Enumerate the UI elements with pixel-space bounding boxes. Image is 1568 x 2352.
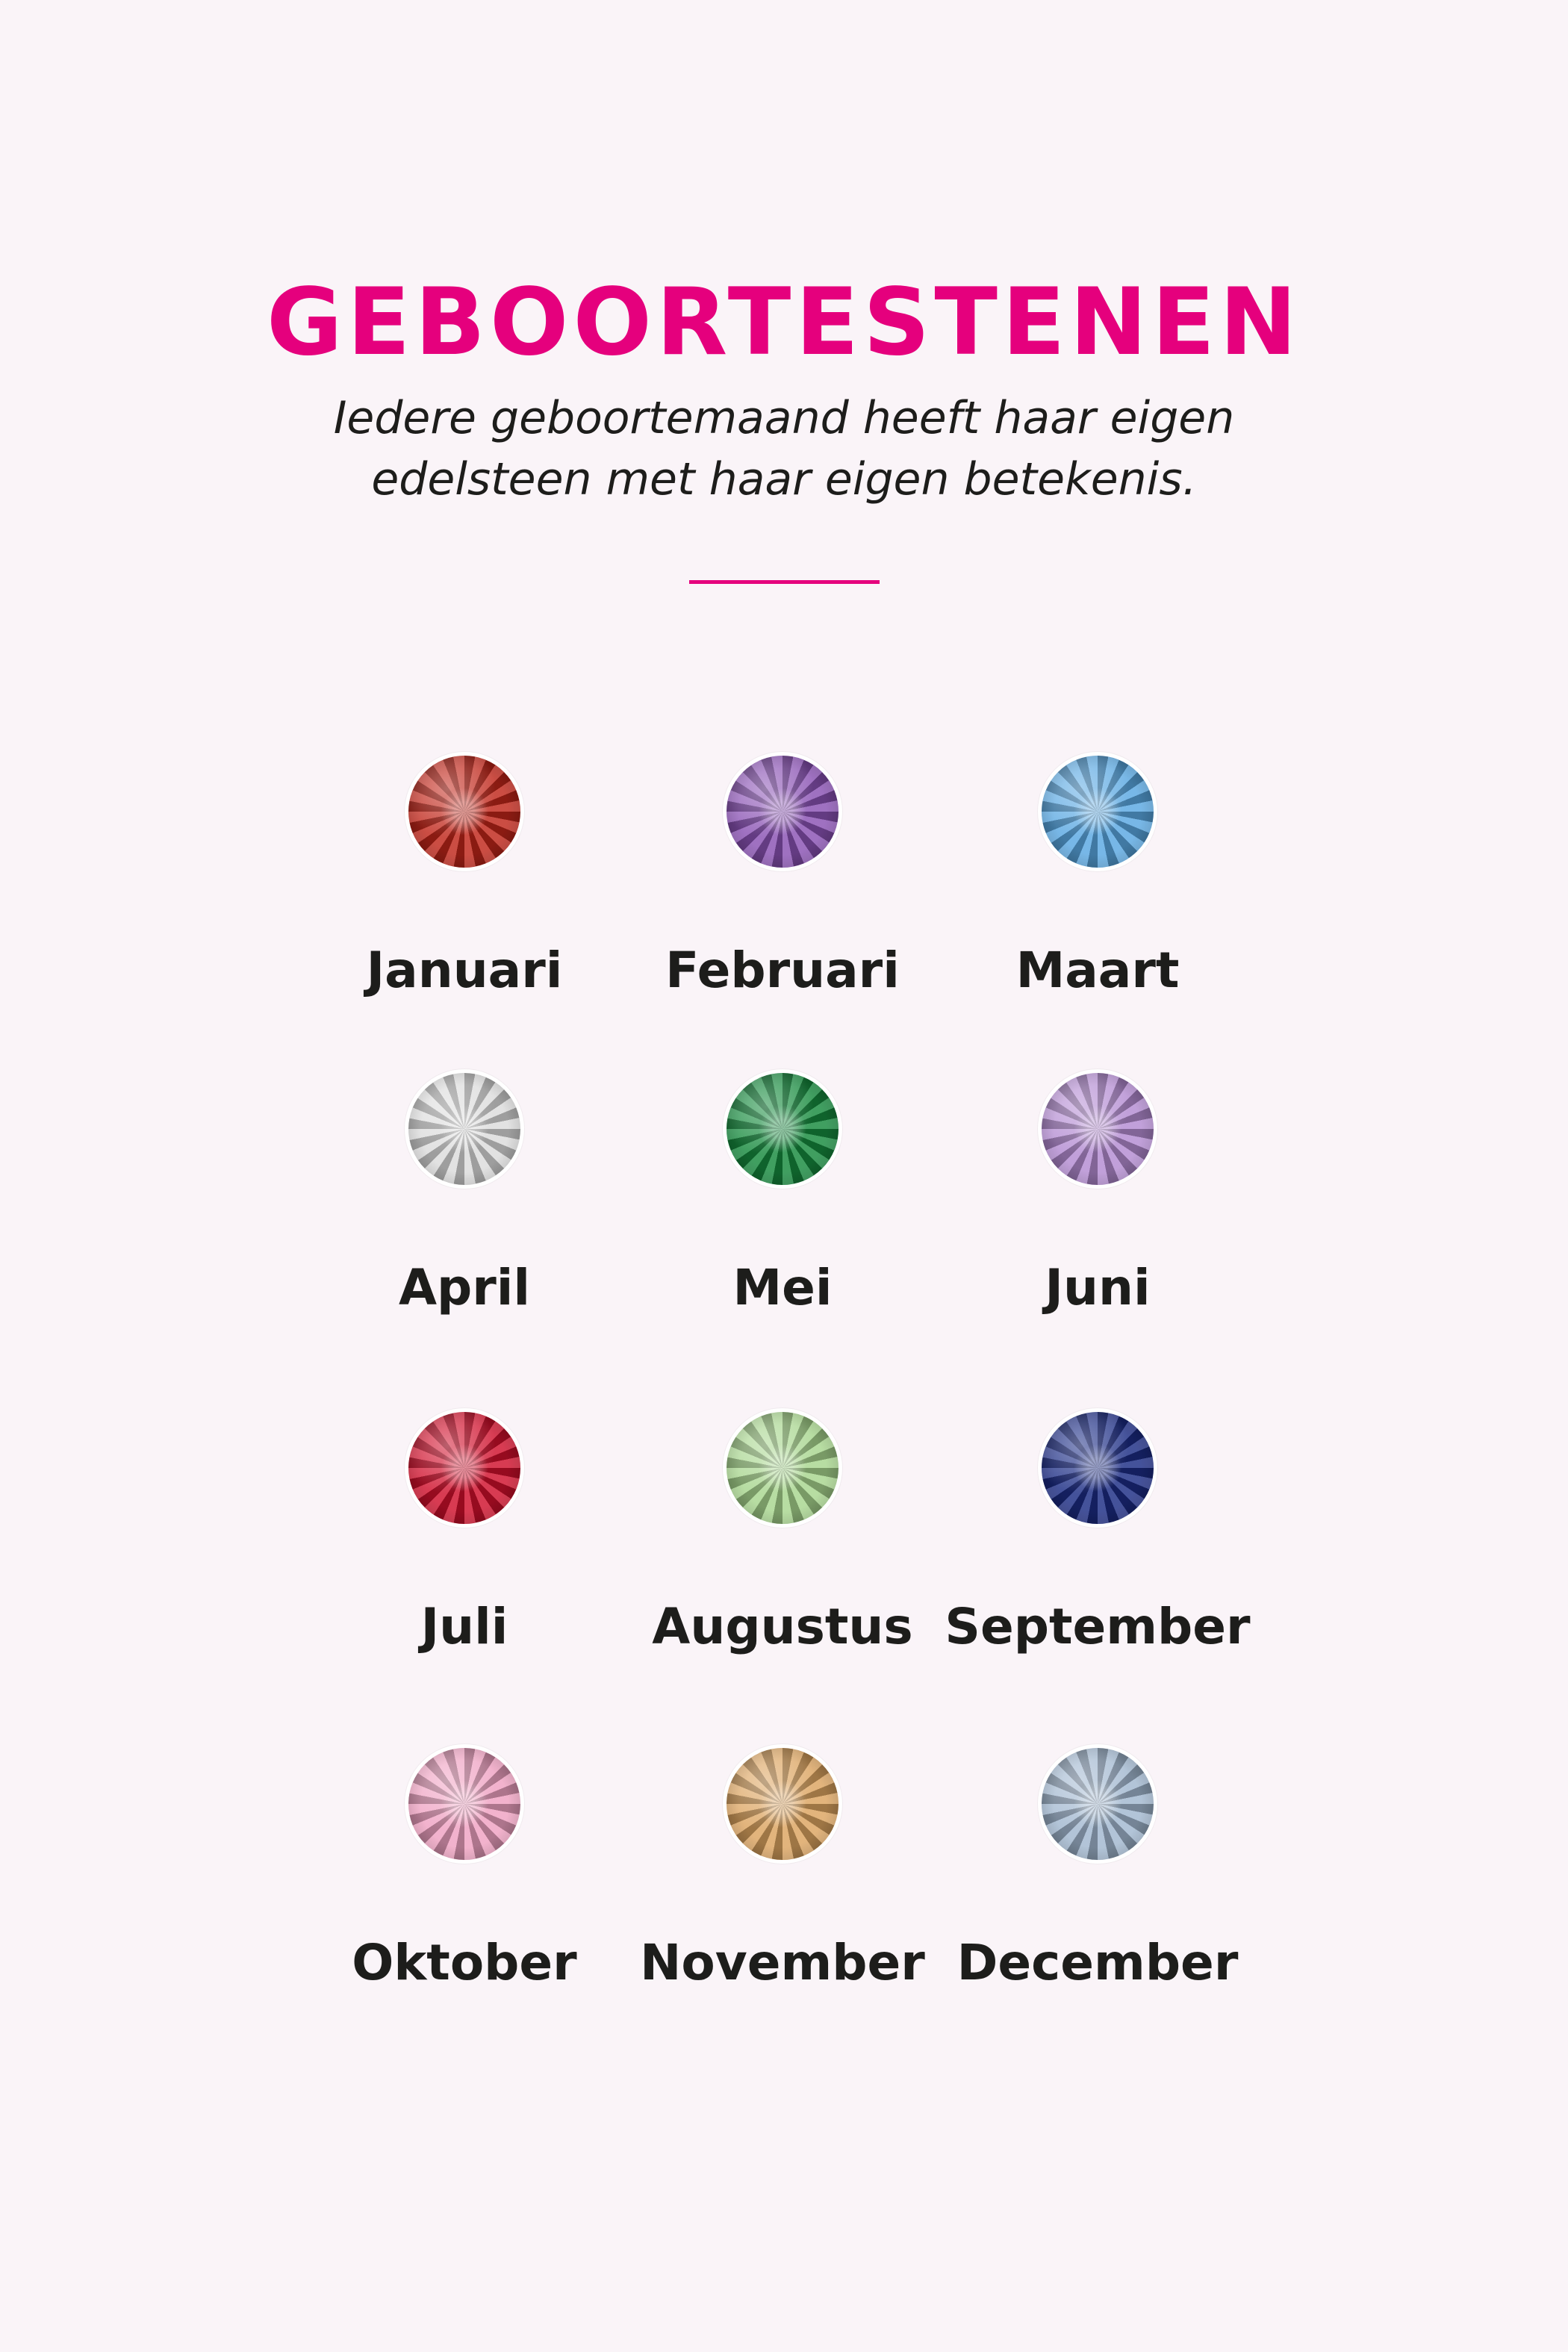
gemstone-icon xyxy=(405,1069,524,1189)
month-label: Juli xyxy=(420,1598,508,1655)
gemstone-icon xyxy=(723,1069,842,1189)
page-title: GEBOORTESTENEN xyxy=(267,269,1301,376)
birthstone-item: Juni xyxy=(941,1069,1254,1313)
month-label: Mei xyxy=(732,1259,833,1316)
month-label: Juni xyxy=(1045,1259,1151,1316)
birthstone-item: September xyxy=(941,1408,1254,1652)
birthstone-item: Januari xyxy=(308,752,621,995)
month-label: Januari xyxy=(366,942,563,999)
subtitle-line-2: edelsteen met haar eigen betekenis. xyxy=(371,453,1197,505)
month-label: November xyxy=(640,1934,925,1991)
birthstone-item: November xyxy=(626,1744,939,1988)
month-label: Maart xyxy=(1015,942,1180,999)
birthstone-item: Oktober xyxy=(308,1744,621,1988)
month-label: September xyxy=(945,1598,1251,1655)
birthstone-item: Maart xyxy=(941,752,1254,995)
gemstone-icon xyxy=(723,752,842,871)
birthstone-item: December xyxy=(941,1744,1254,1988)
divider xyxy=(689,580,880,584)
subtitle-line-1: Iedere geboortemaand heeft haar eigen xyxy=(333,392,1235,444)
gemstone-icon xyxy=(1038,752,1157,871)
gemstone-icon xyxy=(1038,1069,1157,1189)
gemstone-icon xyxy=(723,1408,842,1528)
birthstone-item: Juli xyxy=(308,1408,621,1652)
month-label: Februari xyxy=(665,942,900,999)
gemstone-icon xyxy=(1038,1408,1157,1528)
month-label: Augustus xyxy=(652,1598,913,1655)
birthstone-item: Februari xyxy=(626,752,939,995)
birthstone-item: Augustus xyxy=(626,1408,939,1652)
gemstone-icon xyxy=(405,1408,524,1528)
month-label: April xyxy=(398,1259,531,1316)
birthstone-item: Mei xyxy=(626,1069,939,1313)
month-label: Oktober xyxy=(352,1934,577,1991)
birthstone-item: April xyxy=(308,1069,621,1313)
gemstone-icon xyxy=(405,752,524,871)
month-label: December xyxy=(956,1934,1239,1991)
gemstone-icon xyxy=(723,1744,842,1864)
gemstone-icon xyxy=(1038,1744,1157,1864)
gemstone-icon xyxy=(405,1744,524,1864)
